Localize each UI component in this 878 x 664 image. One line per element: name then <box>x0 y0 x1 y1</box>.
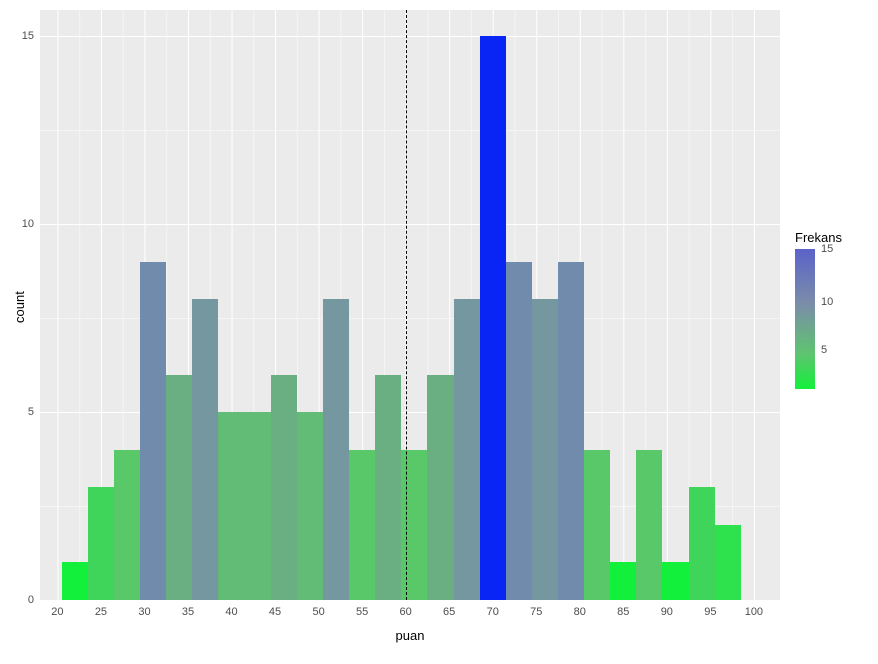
x-tick-label: 95 <box>704 606 716 618</box>
x-grid-major <box>57 10 58 600</box>
histogram-bar <box>192 299 218 600</box>
histogram-bar <box>454 299 480 600</box>
x-tick-label: 65 <box>443 606 455 618</box>
histogram-bar <box>323 299 349 600</box>
histogram-bar <box>114 450 140 600</box>
y-grid-minor <box>40 130 780 131</box>
y-tick-label: 15 <box>22 30 34 42</box>
histogram-bar <box>218 412 244 600</box>
x-tick-label: 30 <box>138 606 150 618</box>
y-grid-major <box>40 36 780 37</box>
x-grid-major <box>754 10 755 600</box>
mean-vline <box>406 10 407 600</box>
legend-tick <box>815 350 818 351</box>
x-tick-label: 80 <box>574 606 586 618</box>
x-tick-label: 40 <box>225 606 237 618</box>
legend-tick-label: 10 <box>821 296 833 308</box>
histogram-bar <box>506 262 532 600</box>
x-tick-label: 50 <box>312 606 324 618</box>
color-legend: Frekans 15105 <box>795 230 842 389</box>
y-tick-label: 0 <box>28 594 34 606</box>
y-grid-major <box>40 224 780 225</box>
legend-tick <box>815 249 818 250</box>
x-tick-label: 90 <box>661 606 673 618</box>
histogram-bar <box>532 299 558 600</box>
y-grid-major <box>40 600 780 601</box>
x-tick-label: 70 <box>487 606 499 618</box>
histogram-bar <box>636 450 662 600</box>
x-tick-label: 60 <box>400 606 412 618</box>
legend-tick-label: 15 <box>821 243 833 255</box>
y-tick-label: 10 <box>22 218 34 230</box>
histogram-chart: puan count Frekans 15105 202530354045505… <box>0 0 878 664</box>
y-tick-label: 5 <box>28 406 34 418</box>
x-tick-label: 55 <box>356 606 368 618</box>
x-axis-title: puan <box>396 628 425 643</box>
histogram-bar <box>88 487 114 600</box>
histogram-bar <box>480 36 506 600</box>
histogram-bar <box>715 525 741 600</box>
histogram-bar <box>427 375 453 600</box>
histogram-bar <box>662 562 688 600</box>
x-grid-minor <box>732 10 733 600</box>
histogram-bar <box>558 262 584 600</box>
y-axis-title: count <box>12 291 27 323</box>
x-tick-label: 100 <box>745 606 763 618</box>
legend-title: Frekans <box>795 230 842 245</box>
histogram-bar <box>375 375 401 600</box>
legend-tick <box>815 302 818 303</box>
histogram-bar <box>349 450 375 600</box>
x-grid-major <box>623 10 624 600</box>
x-grid-major <box>667 10 668 600</box>
histogram-bar <box>62 562 88 600</box>
histogram-bar <box>166 375 192 600</box>
x-grid-minor <box>79 10 80 600</box>
legend-colorbar: 15105 <box>795 249 815 389</box>
legend-tick-label: 5 <box>821 344 827 356</box>
histogram-bar <box>297 412 323 600</box>
x-tick-label: 45 <box>269 606 281 618</box>
histogram-bar <box>140 262 166 600</box>
histogram-bar <box>689 487 715 600</box>
x-tick-label: 35 <box>182 606 194 618</box>
x-tick-label: 20 <box>51 606 63 618</box>
histogram-bar <box>271 375 297 600</box>
histogram-bar <box>610 562 636 600</box>
histogram-bar <box>245 412 271 600</box>
plot-panel <box>40 10 780 600</box>
x-tick-label: 85 <box>617 606 629 618</box>
x-tick-label: 75 <box>530 606 542 618</box>
histogram-bar <box>584 450 610 600</box>
x-tick-label: 25 <box>95 606 107 618</box>
